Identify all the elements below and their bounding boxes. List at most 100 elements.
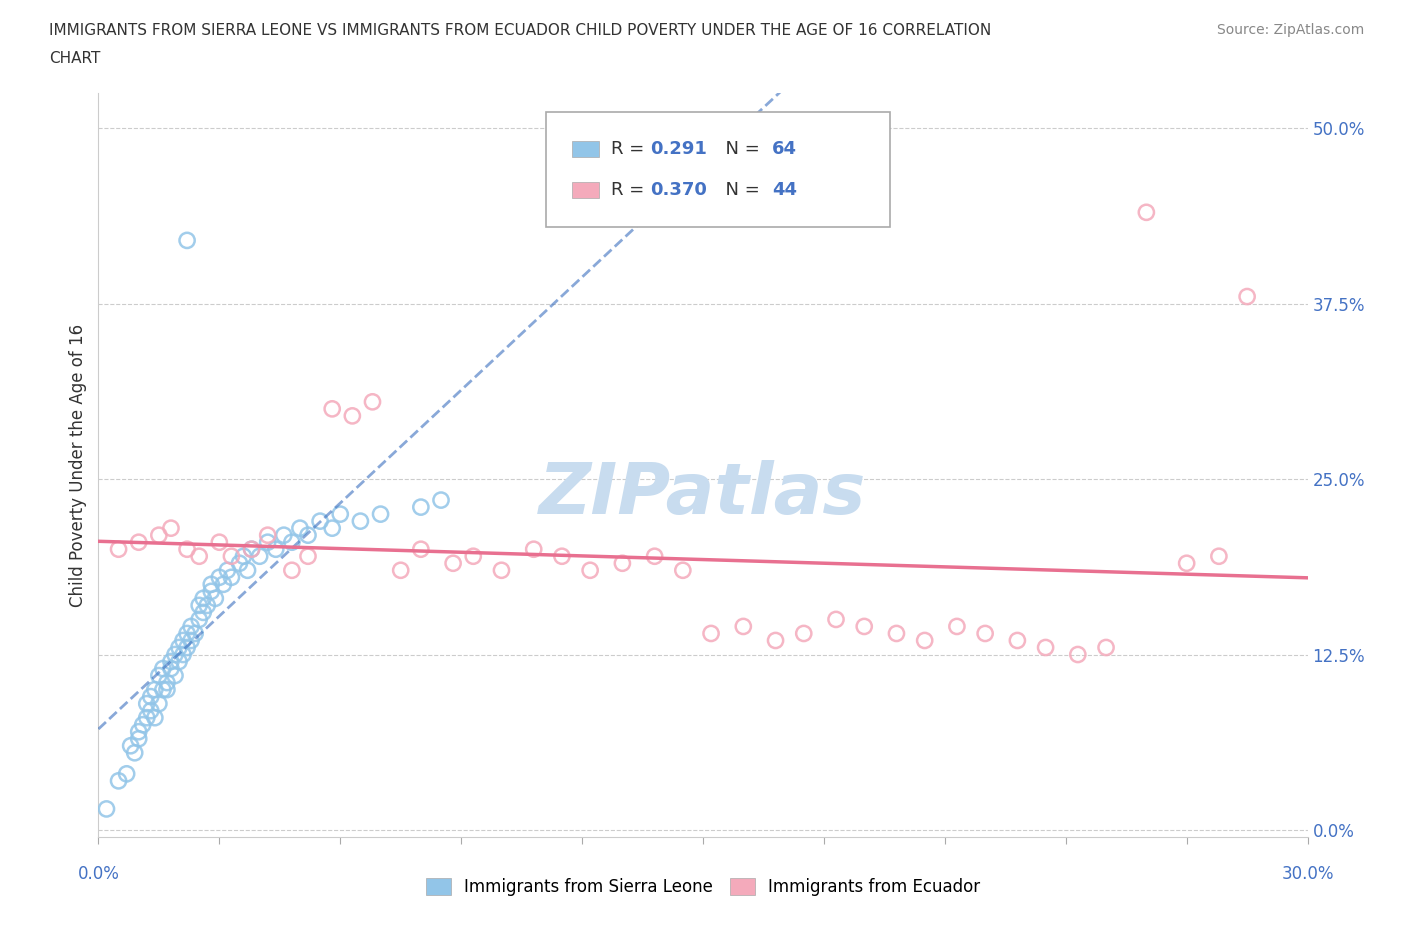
Point [156, 675, 179, 690]
Point [212, 577, 235, 591]
Text: R =: R = [612, 140, 650, 158]
Point [132, 717, 155, 732]
Point [1236, 289, 1258, 304]
Point [176, 542, 198, 557]
FancyBboxPatch shape [572, 140, 599, 157]
FancyBboxPatch shape [572, 181, 599, 198]
Point [195, 598, 218, 613]
Point [297, 527, 319, 542]
Point [228, 556, 250, 571]
Point [180, 619, 202, 634]
Point [612, 556, 634, 571]
Point [256, 535, 278, 550]
Point [160, 661, 183, 676]
Point [409, 542, 432, 557]
Point [176, 232, 198, 247]
Point [409, 499, 432, 514]
Point [115, 766, 138, 781]
Point [188, 598, 211, 613]
Point [128, 724, 150, 739]
Point [281, 535, 304, 550]
Point [148, 668, 170, 683]
Text: R =: R = [612, 180, 650, 199]
Point [128, 731, 150, 746]
Point [853, 619, 876, 634]
Text: N =: N = [714, 180, 765, 199]
Point [176, 626, 198, 641]
Point [825, 612, 848, 627]
Point [156, 683, 179, 698]
Point [342, 408, 364, 423]
Point [160, 521, 183, 536]
Point [430, 493, 453, 508]
Point [370, 507, 392, 522]
Text: 0.370: 0.370 [650, 180, 707, 199]
Point [793, 626, 815, 641]
Point [551, 549, 574, 564]
Point [886, 626, 908, 641]
Point [221, 570, 243, 585]
Point [273, 527, 295, 542]
Point [188, 549, 211, 564]
Point [148, 527, 170, 542]
Point [256, 527, 278, 542]
Text: 44: 44 [772, 180, 797, 199]
Point [491, 563, 513, 578]
Point [128, 535, 150, 550]
Point [974, 626, 997, 641]
Point [463, 549, 485, 564]
Point [124, 745, 146, 760]
Text: IMMIGRANTS FROM SIERRA LEONE VS IMMIGRANTS FROM ECUADOR CHILD POVERTY UNDER THE : IMMIGRANTS FROM SIERRA LEONE VS IMMIGRAN… [49, 23, 991, 38]
Point [1067, 647, 1090, 662]
Point [176, 640, 198, 655]
Point [281, 563, 304, 578]
Point [249, 549, 271, 564]
Point [523, 542, 546, 557]
Text: Source: ZipAtlas.com: Source: ZipAtlas.com [1216, 23, 1364, 37]
Point [96, 802, 118, 817]
Point [240, 542, 263, 557]
Point [321, 402, 343, 417]
Point [1135, 205, 1157, 219]
Point [329, 507, 352, 522]
Point [309, 513, 332, 528]
Point [579, 563, 602, 578]
Point [160, 654, 183, 669]
Text: 64: 64 [772, 140, 797, 158]
Point [321, 521, 343, 536]
Text: N =: N = [714, 140, 765, 158]
Point [232, 549, 254, 564]
Point [180, 633, 202, 648]
Point [389, 563, 412, 578]
Point [167, 640, 190, 655]
Point [644, 549, 666, 564]
Point [107, 542, 129, 557]
Point [264, 542, 287, 557]
Point [188, 612, 211, 627]
Point [236, 563, 259, 578]
Point [208, 535, 231, 550]
Point [240, 542, 263, 557]
Point [361, 394, 384, 409]
Point [700, 626, 723, 641]
Text: 0.0%: 0.0% [77, 865, 120, 884]
Y-axis label: Child Poverty Under the Age of 16: Child Poverty Under the Age of 16 [69, 324, 87, 606]
Point [193, 604, 215, 619]
Point [120, 738, 142, 753]
Point [1095, 640, 1118, 655]
Point [765, 633, 787, 648]
Point [172, 647, 194, 662]
Point [733, 619, 755, 634]
Point [184, 626, 207, 641]
Point [946, 619, 969, 634]
Point [1208, 549, 1230, 564]
Point [152, 661, 174, 676]
Point [143, 683, 166, 698]
Point [1007, 633, 1029, 648]
Legend: Immigrants from Sierra Leone, Immigrants from Ecuador: Immigrants from Sierra Leone, Immigrants… [419, 871, 987, 903]
Point [163, 647, 186, 662]
Point [217, 563, 239, 578]
Point [163, 668, 186, 683]
Point [297, 549, 319, 564]
Point [135, 711, 157, 725]
